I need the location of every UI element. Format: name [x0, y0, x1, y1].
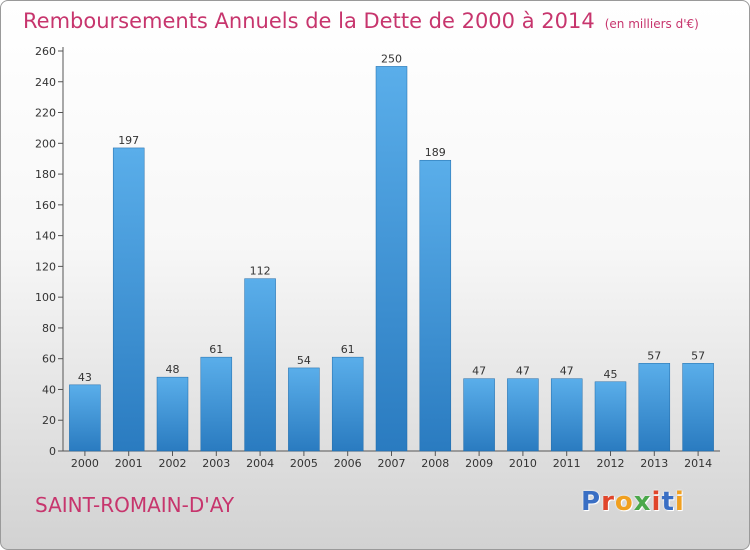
- logo-letter: i: [651, 487, 662, 517]
- logo-letter: r: [601, 487, 615, 517]
- y-tick-label: 60: [42, 353, 56, 366]
- chart-title-text: Remboursements Annuels de la Dette de 20…: [23, 9, 595, 33]
- bar-2003: [200, 356, 233, 452]
- bars: 43 197 48 61 112 54 61 250 189 47 47 47 45 57 57: [69, 52, 714, 452]
- y-tick-label: 100: [35, 291, 56, 304]
- chart-subtitle: (en milliers d'€): [604, 17, 699, 31]
- proxiti-logo: Proxiti: [581, 487, 685, 517]
- bar-value-label: 112: [250, 265, 271, 278]
- bar-value-label: 189: [425, 146, 446, 159]
- bar-value-label: 47: [472, 365, 486, 378]
- y-tick-label: 140: [35, 230, 56, 243]
- y-tick-label: 80: [42, 322, 56, 335]
- y-tick-label: 40: [42, 383, 56, 396]
- bar-value-label: 47: [560, 365, 574, 378]
- bar-2007: [375, 66, 408, 452]
- bar-2011: [550, 378, 583, 452]
- y-axis: 0 20 40 60 80 100 120 140 160 180 200 220 240 260: [35, 45, 64, 458]
- bar-value-label: 61: [341, 343, 355, 356]
- y-tick-label: 120: [35, 260, 56, 273]
- bar-2004: [244, 278, 276, 452]
- bar-value-label: 250: [381, 52, 402, 65]
- y-tick-label: 160: [35, 199, 56, 212]
- y-tick-label: 220: [35, 107, 56, 120]
- x-tick-label: 2004: [246, 457, 274, 470]
- bar-value-label: 43: [78, 371, 92, 384]
- logo-letter: o: [614, 487, 634, 517]
- y-tick-label: 200: [35, 137, 56, 150]
- bar-2008: [419, 159, 452, 452]
- y-tick-label: 20: [42, 414, 56, 427]
- x-tick-label: 2008: [421, 457, 449, 470]
- bar-2002: [156, 376, 189, 452]
- bar-2001: [112, 147, 145, 452]
- x-tick-label: 2009: [465, 457, 493, 470]
- x-tick-label: 2001: [115, 457, 143, 470]
- x-tick-label: 2014: [684, 457, 712, 470]
- logo-letter: P: [581, 487, 602, 517]
- bar-2013: [638, 363, 671, 452]
- bar-value-label: 45: [604, 368, 618, 381]
- bar-2009: [463, 378, 495, 452]
- y-tick-label: 240: [35, 76, 56, 89]
- bar-2000: [69, 384, 101, 452]
- x-tick-label: 2010: [509, 457, 537, 470]
- x-axis: 2000 2001 2002 2003 2004 2005 2006 2007 2008 2009…: [63, 450, 720, 470]
- x-tick-label: 2011: [553, 457, 581, 470]
- x-tick-label: 2003: [202, 457, 230, 470]
- bar-2012: [594, 381, 627, 452]
- bar-value-label: 54: [297, 354, 311, 367]
- logo-letter: t: [661, 487, 675, 517]
- x-tick-label: 2007: [378, 457, 406, 470]
- bar-value-label: 48: [166, 363, 180, 376]
- bar-value-label: 57: [691, 349, 705, 362]
- bar-value-label: 57: [647, 349, 661, 362]
- x-tick-label: 2005: [290, 457, 318, 470]
- bar-2014: [682, 363, 714, 452]
- y-tick-label: 260: [35, 45, 56, 58]
- y-tick-label: 180: [35, 168, 56, 181]
- x-tick-label: 2013: [640, 457, 668, 470]
- chart-title: Remboursements Annuels de la Dette de 20…: [23, 9, 699, 33]
- logo-letter: x: [633, 487, 652, 517]
- x-tick-label: 2006: [334, 457, 362, 470]
- bar-value-label: 197: [118, 134, 139, 147]
- y-tick-label: 0: [49, 445, 56, 458]
- x-tick-label: 2002: [159, 457, 187, 470]
- bar-2005: [288, 367, 320, 452]
- bar-value-label: 61: [209, 343, 223, 356]
- bar-2010: [507, 378, 539, 452]
- bar-value-label: 47: [516, 365, 530, 378]
- logo-letter: i: [674, 487, 685, 517]
- bar-2006: [331, 356, 364, 452]
- x-tick-label: 2000: [71, 457, 99, 470]
- x-tick-label: 2012: [597, 457, 625, 470]
- commune-name: SAINT-ROMAIN-D'AY: [35, 493, 235, 517]
